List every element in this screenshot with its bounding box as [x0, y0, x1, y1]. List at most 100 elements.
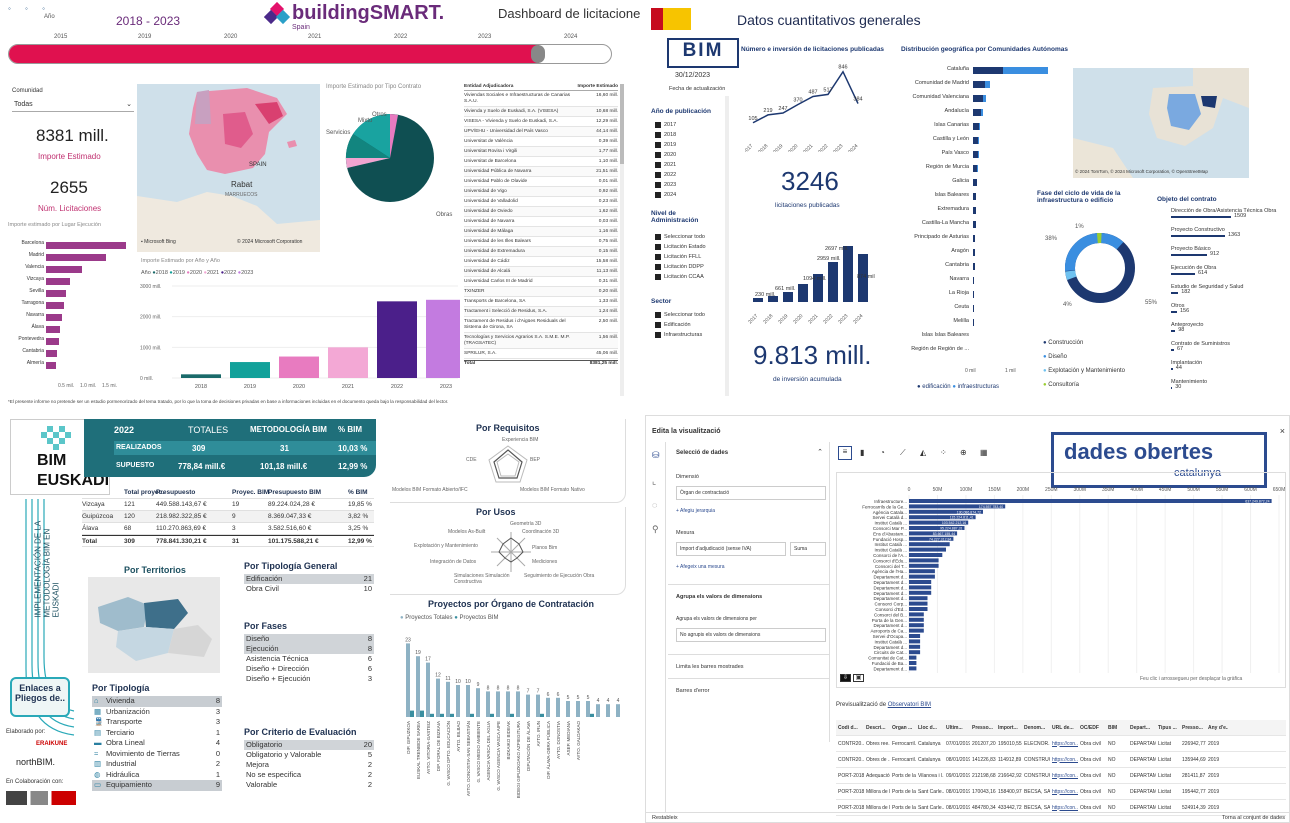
organo-bim-bar[interactable]	[430, 713, 434, 717]
organo-total-bar[interactable]	[466, 685, 470, 717]
preview-cell[interactable]: https://con...	[1052, 756, 1078, 763]
list-row[interactable]: No se especifica 2	[244, 770, 374, 780]
organ-bar-chart[interactable]: 0 50M 100M 150M 200M 250M 300M 350M 400M 450M 500M…	[837, 473, 1287, 689]
add-hierarchy-link[interactable]: + Afegiu jerarquia	[676, 508, 716, 514]
organ-bar[interactable]	[909, 520, 969, 525]
organo-bar-chart[interactable]: 23 19 17 12 11 10 10 9 8 8 8 8 7 7 6 6 5 5 5 4 4 4 DIP. GIPUZK…	[394, 627, 634, 819]
list-row[interactable]: Diseño 8	[244, 634, 374, 644]
objeto-bar[interactable]	[1171, 387, 1173, 389]
year-legend-item[interactable]: ●2018	[152, 270, 170, 276]
link-icon[interactable]: ⚲	[652, 524, 659, 534]
list-row[interactable]: ◍ Hidráulica 1	[92, 770, 222, 781]
chart-area[interactable]: 0 50M 100M 150M 200M 250M 300M 350M 400M 450M 500M…	[836, 472, 1286, 688]
geo-bar-infra[interactable]	[1003, 67, 1048, 74]
objeto-bar[interactable]	[1171, 273, 1195, 275]
year-filter[interactable]: 2017 2018 2019 2020 2021 2022 2023 2024	[655, 120, 725, 200]
checkbox[interactable]	[655, 234, 661, 240]
objeto-bar[interactable]	[1171, 292, 1179, 294]
objeto-bar[interactable]	[1171, 216, 1231, 218]
organ-bar[interactable]	[909, 634, 921, 638]
table-row[interactable]: Universidad de Valladolid 0,23 mill.	[464, 197, 618, 207]
table-icon[interactable]: ▦	[980, 448, 988, 457]
area-chart-icon[interactable]: ◭	[920, 448, 927, 457]
organo-total-bar[interactable]	[596, 704, 600, 717]
organ-bar[interactable]	[909, 601, 928, 606]
geo-bar-edificacion[interactable]	[973, 263, 975, 270]
invest-bar[interactable]	[828, 262, 838, 302]
table-row[interactable]: Universidad Pablo de Olavide 0,01 mill.	[464, 177, 618, 187]
organo-bim-bar[interactable]	[450, 713, 454, 717]
list-row[interactable]: ▤ Terciario 1	[92, 728, 222, 739]
month-slicer-icons[interactable]: ◦ ◦ ◦	[8, 4, 51, 13]
organo-bim-bar[interactable]	[590, 713, 594, 717]
organo-total-bar[interactable]	[516, 691, 520, 717]
organ-bar[interactable]	[909, 628, 924, 633]
drop-icon[interactable]: ◌	[652, 500, 658, 510]
organo-total-bar[interactable]	[446, 681, 450, 717]
invest-bar[interactable]	[813, 274, 823, 302]
geo-bar-edificacion[interactable]	[973, 109, 981, 116]
year-legend-item[interactable]: ●2022	[220, 270, 238, 276]
year-bar[interactable]	[377, 301, 417, 378]
table-row[interactable]: VISESA - Vivienda y Suelo de Euskadi, S.…	[464, 117, 618, 127]
checkbox[interactable]	[655, 274, 661, 280]
geo-bar-infra[interactable]	[978, 151, 979, 158]
territorios-map[interactable]	[88, 577, 220, 673]
organ-bar[interactable]	[909, 585, 932, 590]
filter-item[interactable]: Licitación Estado	[655, 242, 735, 252]
table-row[interactable]: Transports de Barcelona, SA 1,33 mill.	[464, 297, 618, 307]
table-row[interactable]: Universidad de Oviedo 1,62 mill.	[464, 207, 618, 217]
list-row[interactable]: ▥ Industrial 2	[92, 759, 222, 770]
filter-item[interactable]: 2018	[655, 130, 725, 140]
entidad-table[interactable]: Entidad Adjudicadora Importe Estimado Viv…	[464, 84, 618, 396]
filter-item[interactable]: Edificación	[655, 320, 735, 330]
geo-bar-edificacion[interactable]	[973, 207, 976, 214]
filter-item[interactable]: Licitación CCAA	[655, 272, 735, 282]
column-chart-icon[interactable]: ▮	[860, 448, 865, 457]
sector-filter[interactable]: Seleccionar todo Edificación Infraestructu…	[655, 310, 735, 340]
section-selection[interactable]: Selecció de dades	[676, 450, 729, 456]
comunidad-dropdown[interactable]: Todas ⌄	[12, 99, 134, 112]
organ-bar[interactable]	[909, 596, 928, 601]
checkbox[interactable]	[655, 312, 661, 318]
limit-section[interactable]: Limita les barres mostrades	[676, 664, 744, 670]
line-series[interactable]	[752, 70, 859, 124]
geo-bar-edificacion[interactable]	[973, 291, 974, 298]
list-row[interactable]: Ejecución 8	[244, 644, 374, 654]
tipo-contrato-pie[interactable]	[340, 108, 440, 208]
organo-total-bar[interactable]	[536, 694, 540, 717]
list-row[interactable]: ▬ Obra Lineal 4	[92, 738, 222, 749]
lugar-bar[interactable]	[46, 242, 126, 249]
table-row[interactable]: Vivienda y Suelo de Euskadi, S.A. (VISES…	[464, 107, 618, 117]
objeto-bar[interactable]	[1171, 235, 1225, 237]
dimensio-select[interactable]: Òrgan de contractació	[676, 486, 826, 500]
organ-bar[interactable]	[909, 574, 935, 579]
organo-total-bar[interactable]	[586, 701, 590, 717]
inversion-bar-chart[interactable]: 2017 2018 2019 2020 2021 2022 2023 2024 230 mill…	[745, 236, 875, 332]
checkbox[interactable]	[655, 332, 661, 338]
geo-bar-edificacion[interactable]	[973, 193, 976, 200]
chart-icon[interactable]: ⌞	[652, 476, 657, 486]
organ-bar[interactable]	[909, 542, 950, 547]
preview-row[interactable]: PORT-2018...Millora de l...Ports de la..…	[836, 784, 1286, 800]
organ-bar[interactable]	[909, 563, 939, 568]
table-row[interactable]: Universidad de Alcalá 11,13 mill.	[464, 267, 618, 277]
organo-total-bar[interactable]	[566, 701, 570, 717]
filter-item[interactable]: 2023	[655, 180, 725, 190]
table-row[interactable]: Tractament de Residus i d'Aigües Residua…	[464, 317, 618, 333]
pie-chart-icon[interactable]: ◔	[880, 448, 885, 457]
mesura-select[interactable]: Import d'adjudicació (sense IVA)	[676, 542, 786, 556]
organo-total-bar[interactable]	[476, 688, 480, 717]
invest-bar[interactable]	[843, 246, 853, 302]
list-row[interactable]: Diseño + Ejecución 3	[244, 674, 374, 684]
organo-total-bar[interactable]	[416, 656, 420, 717]
organo-total-bar[interactable]	[406, 643, 410, 717]
objeto-bar[interactable]	[1171, 368, 1173, 370]
organo-total-bar[interactable]	[606, 704, 610, 717]
list-row[interactable]: Mejora 2	[244, 760, 374, 770]
checkbox[interactable]	[655, 244, 661, 250]
lugar-bar[interactable]	[46, 278, 70, 285]
geo-bar-infra[interactable]	[983, 95, 986, 102]
organ-bar[interactable]	[909, 499, 1272, 503]
table-row[interactable]: Tractament i Selecció de Residus, S.A. 1,…	[464, 307, 618, 317]
